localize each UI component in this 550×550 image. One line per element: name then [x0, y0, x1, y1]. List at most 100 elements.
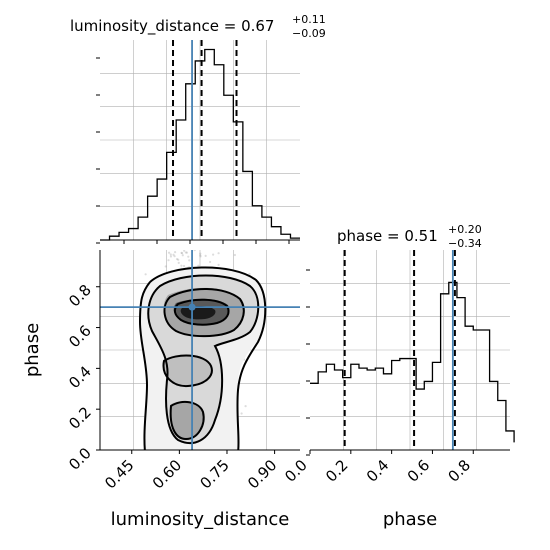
contour-scatter-point — [172, 253, 175, 256]
hist-luminosity-bin — [186, 84, 196, 240]
contour-scatter-point — [185, 251, 189, 254]
contour-xtick-label: 0.75 — [196, 456, 232, 492]
contour-ytick-label: 0.2 — [65, 403, 95, 433]
contour-scatter-point — [217, 252, 220, 255]
hist-phase-bin — [424, 381, 432, 450]
hist-phase-title: phase = 0.51 — [337, 227, 438, 245]
contour-scatter-point — [181, 254, 184, 257]
hist-luminosity-title: luminosity_distance = 0.67 — [70, 17, 274, 36]
contour-ytick-label: 0.0 — [65, 444, 95, 474]
contour-line-lower-2 — [169, 400, 205, 441]
contour-line-mid — [147, 274, 260, 445]
contour-scatter-point — [175, 257, 179, 261]
hist-phase-bin — [457, 298, 465, 450]
contour-lines — [138, 266, 267, 450]
hist-luminosity-bin — [148, 196, 158, 240]
hist-luminosity-bin — [119, 232, 129, 240]
hist-luminosity-quantiles — [172, 40, 238, 240]
contour-scatter-point — [164, 265, 167, 268]
contour-ylabel: phase — [22, 323, 43, 377]
contour-truth-marker — [188, 303, 196, 311]
contour-scatter-point — [233, 253, 237, 257]
contour-ytick-label: 0.8 — [65, 281, 95, 311]
hist-luminosity-bin — [157, 179, 167, 240]
contour-truth-lines — [100, 250, 300, 450]
hist-phase-bin — [392, 360, 400, 450]
hist-luminosity-grid — [100, 40, 300, 240]
hist-phase-bars — [310, 281, 515, 450]
contour-scatter-point — [169, 255, 173, 258]
hist-phase-bin — [326, 364, 334, 450]
contour-scatter-point — [183, 250, 186, 252]
hist-luminosity-bin — [262, 217, 272, 240]
hist-phase-title-minus: −0.34 — [448, 237, 482, 250]
hist-phase-bin — [351, 364, 359, 450]
contour-scatter-point — [180, 252, 184, 255]
density-lower-blob-1 — [162, 354, 213, 387]
contour-scatter-point — [204, 254, 207, 257]
contour-xtick-label: 0.45 — [101, 456, 137, 492]
hist-luminosity-ticks — [96, 57, 300, 244]
hist-luminosity-bin — [252, 206, 262, 240]
hist-phase-bin — [441, 294, 449, 450]
hist-phase-panel: 0.0 0.2 0.4 0.6 0.8 phase = 0.51 +0.20 −0.34… — [281, 223, 515, 530]
hist-phase-bin — [432, 362, 440, 450]
hist-phase-bin — [498, 400, 506, 450]
density-lower-blob-2 — [169, 400, 205, 440]
contour-line-outer — [138, 266, 267, 450]
contour-scatter-point — [199, 255, 202, 258]
hist-phase-xtick-label: 0.2 — [322, 456, 352, 486]
contour-scatter-point — [188, 259, 191, 262]
contour-scatter-point — [177, 258, 180, 261]
contour-xtick-label: 0.90 — [244, 456, 280, 492]
hist-phase-histogram-step — [310, 281, 515, 443]
contour-scatter-point — [217, 263, 220, 267]
contour-scatter-point — [199, 254, 202, 257]
contour-scatter-point — [177, 261, 180, 264]
hist-phase-bin — [383, 374, 391, 450]
hist-phase-grid — [310, 250, 510, 450]
hist-luminosity-bin — [271, 227, 281, 240]
hist-phase-bin — [359, 368, 367, 450]
hist-phase-bin — [310, 383, 318, 450]
contour-scatter-point — [212, 253, 215, 256]
contour-scatter-point — [209, 260, 212, 264]
contour-ytick-label: 0.4 — [65, 362, 95, 392]
contour-scatter-point — [167, 259, 170, 262]
contour-ticks: 0.45 0.60 0.75 0.90 0.0 0.2 0.4 0.6 0.8 — [65, 250, 300, 492]
hist-phase-bin — [367, 370, 375, 450]
contour-scatter-point — [199, 252, 202, 255]
hist-phase-quantiles — [343, 250, 456, 450]
hist-luminosity-title-plus: +0.11 — [292, 13, 326, 26]
contour-scatter-point — [187, 255, 190, 258]
contour-scatter-point — [193, 250, 196, 252]
hist-luminosity-bin — [138, 217, 148, 240]
hist-phase-bin — [416, 389, 424, 450]
contour-scatter-point — [244, 405, 247, 408]
hist-luminosity-title-minus: −0.09 — [292, 27, 326, 40]
hist-luminosity-bin — [110, 236, 120, 240]
hist-luminosity-bin — [167, 152, 177, 240]
hist-phase-bin — [375, 368, 383, 450]
hist-luminosity-bin — [205, 50, 215, 240]
contour-scatter-point — [167, 251, 171, 254]
hist-luminosity-bars — [100, 48, 300, 241]
hist-phase-bin — [400, 359, 408, 450]
contour-scatter-point — [180, 264, 183, 267]
contour-scatter-point — [169, 253, 172, 256]
contour-line-core — [173, 298, 230, 326]
hist-phase-bin — [334, 370, 342, 450]
hist-phase-xtick-label: 0.6 — [404, 456, 434, 486]
contour-xtick-label: 0.60 — [149, 456, 185, 492]
contour-scatter-point — [144, 273, 147, 276]
hist-luminosity-bin — [176, 120, 186, 240]
contour-scatter-point — [184, 251, 187, 254]
contour-scatter-point — [180, 251, 183, 254]
hist-phase-bin — [481, 330, 489, 450]
contour-scatter-point — [173, 255, 176, 258]
hist-luminosity-bin — [281, 234, 291, 240]
contour-scatter-point — [197, 264, 200, 267]
contour-line-lower-1 — [162, 354, 213, 388]
hist-phase-title-plus: +0.20 — [448, 223, 482, 236]
